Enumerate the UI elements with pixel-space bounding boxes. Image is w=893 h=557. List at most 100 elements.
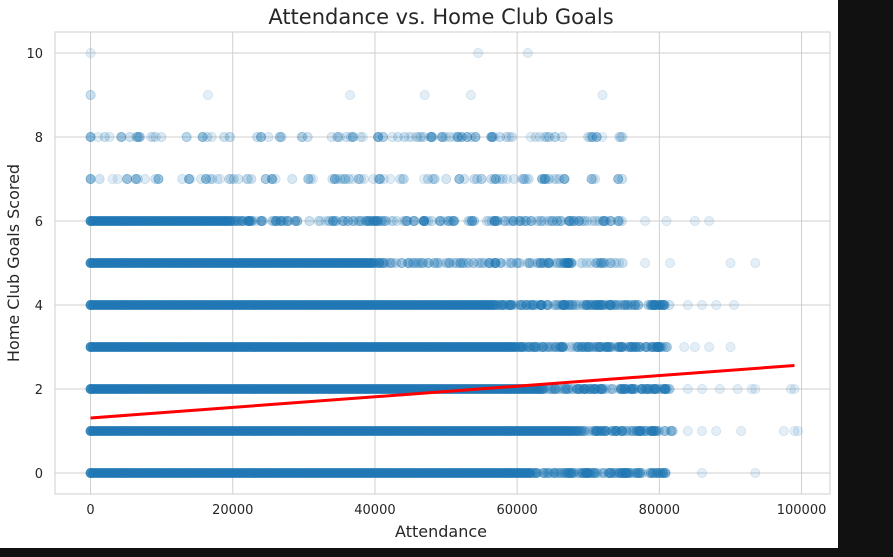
scatter-point [592,383,603,394]
scatter-point [606,467,617,478]
scatter-point [612,299,623,310]
scatter-point [639,425,650,436]
scatter-point [454,173,465,184]
scatter-point [554,467,565,478]
scatter-point [615,467,626,478]
scatter-point [598,383,609,394]
scatter-point [697,467,708,478]
scatter-point [530,467,541,478]
scatter-point [634,467,645,478]
scatter-point [651,383,662,394]
scatter-point [85,383,96,394]
scatter-point [560,383,571,394]
scatter-point [584,299,595,310]
scatter-point [85,48,96,59]
scatter-point [85,341,96,352]
scatter-point [563,383,574,394]
scatter-point [436,131,447,142]
scatter-point [524,257,535,268]
scatter-point [654,425,665,436]
scatter-point [256,215,267,226]
scatter-point [552,215,563,226]
scatter-point [660,467,671,478]
scatter-point [287,173,298,184]
scatter-point [579,425,590,436]
scatter-point [518,299,529,310]
scatter-point [578,299,589,310]
scatter-point [520,299,531,310]
scatter-point [340,173,351,184]
scatter-point [550,341,561,352]
scatter-point [732,383,743,394]
scatter-point [202,90,213,101]
y-tick-label: 8 [35,131,43,146]
scatter-point [615,131,626,142]
scatter-point [736,425,747,436]
scatter-point [566,257,577,268]
scatter-point [620,299,631,310]
scatter-point [682,383,693,394]
scatter-point [409,215,420,226]
scatter-point [567,299,578,310]
scatter-point [597,90,608,101]
scatter-point [592,425,603,436]
scatter-point [503,299,514,310]
scatter-point [615,383,626,394]
scatter-point [150,131,161,142]
scatter-point [276,131,287,142]
scatter-point [666,425,677,436]
scatter-point [495,257,506,268]
scatter-point [595,341,606,352]
scatter-point [243,215,254,226]
scatter-point [503,299,514,310]
scatter-point [725,341,736,352]
scatter-point [658,299,669,310]
scatter-point [411,257,422,268]
scatter-point [553,299,564,310]
scatter-point [85,215,96,226]
scatter-point [697,299,708,310]
scatter-point [523,341,534,352]
scatter-point [596,383,607,394]
scatter-point [525,131,536,142]
scatter-point [206,131,217,142]
scatter-point [789,383,800,394]
scatter-point [270,215,281,226]
scatter-point [549,383,560,394]
scatter-point [130,173,141,184]
scatter-point [85,90,96,101]
scatter-point [329,173,340,184]
scatter-point [418,173,429,184]
scatter-point [581,299,592,310]
scatter-point [491,299,502,310]
scatter-point [85,131,96,142]
scatter-point [448,215,459,226]
scatter-point [225,173,236,184]
scatter-point [455,257,466,268]
scatter-point [605,341,616,352]
x-tick-label: 80000 [639,503,680,518]
scatter-point [704,341,715,352]
scatter-point [524,299,535,310]
scatter-point [467,215,478,226]
scatter-point [659,383,670,394]
x-tick-label: 40000 [354,503,395,518]
scatter-point [544,341,555,352]
scatter-point [557,383,568,394]
scatter-point [304,215,315,226]
scatter-point [618,467,629,478]
scatter-point [595,257,606,268]
scatter-point [434,215,445,226]
scatter-point [624,341,635,352]
scatter-point [595,383,606,394]
scatter-point [85,257,96,268]
scatter-point [374,257,385,268]
scatter-point [85,173,96,184]
scatter-point [516,299,527,310]
scatter-point [611,467,622,478]
scatter-point [592,467,603,478]
scatter-point [419,215,430,226]
scatter-point [648,425,659,436]
x-tick-label: 0 [86,503,94,518]
scatter-point [591,131,602,142]
